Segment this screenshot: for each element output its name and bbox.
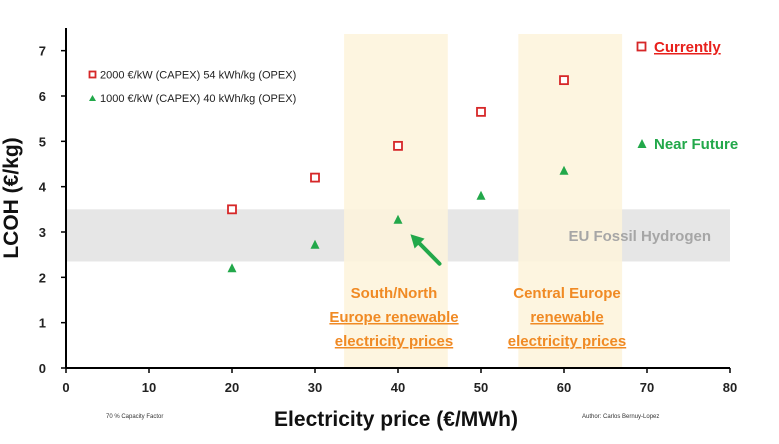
x-tick-label: 30 xyxy=(308,380,322,395)
x-tick-label: 50 xyxy=(474,380,488,395)
legend: 2000 €/kW (CAPEX) 54 kWh/kg (OPEX) 1000 … xyxy=(88,70,296,105)
point-series-2 xyxy=(559,165,569,175)
near-future-marker xyxy=(637,139,647,148)
point-series-2 xyxy=(476,190,486,200)
x-tick-label: 60 xyxy=(557,380,571,395)
south-north-label-line-2: Europe renewable xyxy=(329,309,458,326)
south-north-label-line-1: South/North xyxy=(351,285,438,302)
author-note: Author: Carlos Bernuy-Lopez xyxy=(582,414,659,420)
ticks-layer: 0 10 20 30 40 50 60 70 80 0 1 2 3 4 5 6 7 xyxy=(39,44,737,395)
south-north-band-label: South/North Europe renewable electricity… xyxy=(329,285,458,350)
y-tick-label: 2 xyxy=(39,270,46,285)
south-north-label-line-3: electricity prices xyxy=(335,333,453,350)
points-layer xyxy=(227,75,569,273)
y-tick-label: 1 xyxy=(39,316,46,331)
point-series-1 xyxy=(476,106,486,117)
point-series-2 xyxy=(310,239,320,249)
central-europe-label-line-1: Central Europe xyxy=(513,285,621,302)
x-tick-label: 80 xyxy=(723,380,737,395)
y-tick-label: 4 xyxy=(39,180,47,195)
central-europe-band-label: Central Europe renewable electricity pri… xyxy=(508,285,626,350)
arrow-head xyxy=(410,234,425,249)
point-series-1 xyxy=(559,75,569,86)
y-tick-label: 3 xyxy=(39,225,46,240)
legend-label-capex-2000: 2000 €/kW (CAPEX) 54 kWh/kg (OPEX) xyxy=(100,70,296,82)
currently-annotation: Currently xyxy=(654,39,721,56)
arrow-shaft xyxy=(417,241,442,266)
x-tick-label: 20 xyxy=(225,380,239,395)
x-tick-label: 40 xyxy=(391,380,405,395)
y-tick-label: 6 xyxy=(39,89,46,104)
y-tick-label: 7 xyxy=(39,44,46,59)
y-axis-title: LCOH (€/kg) xyxy=(0,137,23,258)
y-tick-label: 0 xyxy=(39,361,46,376)
point-series-1 xyxy=(310,172,320,183)
fossil-band-label: EU Fossil Hydrogen xyxy=(568,228,711,245)
region-central-europe xyxy=(518,34,623,368)
point-series-2 xyxy=(393,214,403,224)
legend-marker-capex-1000 xyxy=(89,95,96,101)
legend-label-capex-1000: 1000 €/kW (CAPEX) 40 kWh/kg (OPEX) xyxy=(100,93,296,105)
x-tick-label: 0 xyxy=(62,380,69,395)
capacity-factor-note: 70 % Capacity Factor xyxy=(106,414,163,420)
currently-marker xyxy=(636,41,647,52)
point-series-1 xyxy=(227,204,237,215)
x-tick-label: 10 xyxy=(142,380,156,395)
point-series-2 xyxy=(227,263,237,273)
x-axis-title: Electricity price (€/MWh) xyxy=(274,408,518,431)
central-europe-label-line-2: renewable xyxy=(530,309,603,326)
y-tick-label: 5 xyxy=(39,134,46,149)
arrow-layer xyxy=(410,234,442,266)
region-south-north-europe xyxy=(344,34,448,368)
legend-marker-capex-2000 xyxy=(88,70,97,79)
central-europe-label-line-3: electricity prices xyxy=(508,333,626,350)
near-future-annotation: Near Future xyxy=(654,136,738,153)
point-series-1 xyxy=(393,140,403,151)
x-tick-label: 70 xyxy=(640,380,654,395)
